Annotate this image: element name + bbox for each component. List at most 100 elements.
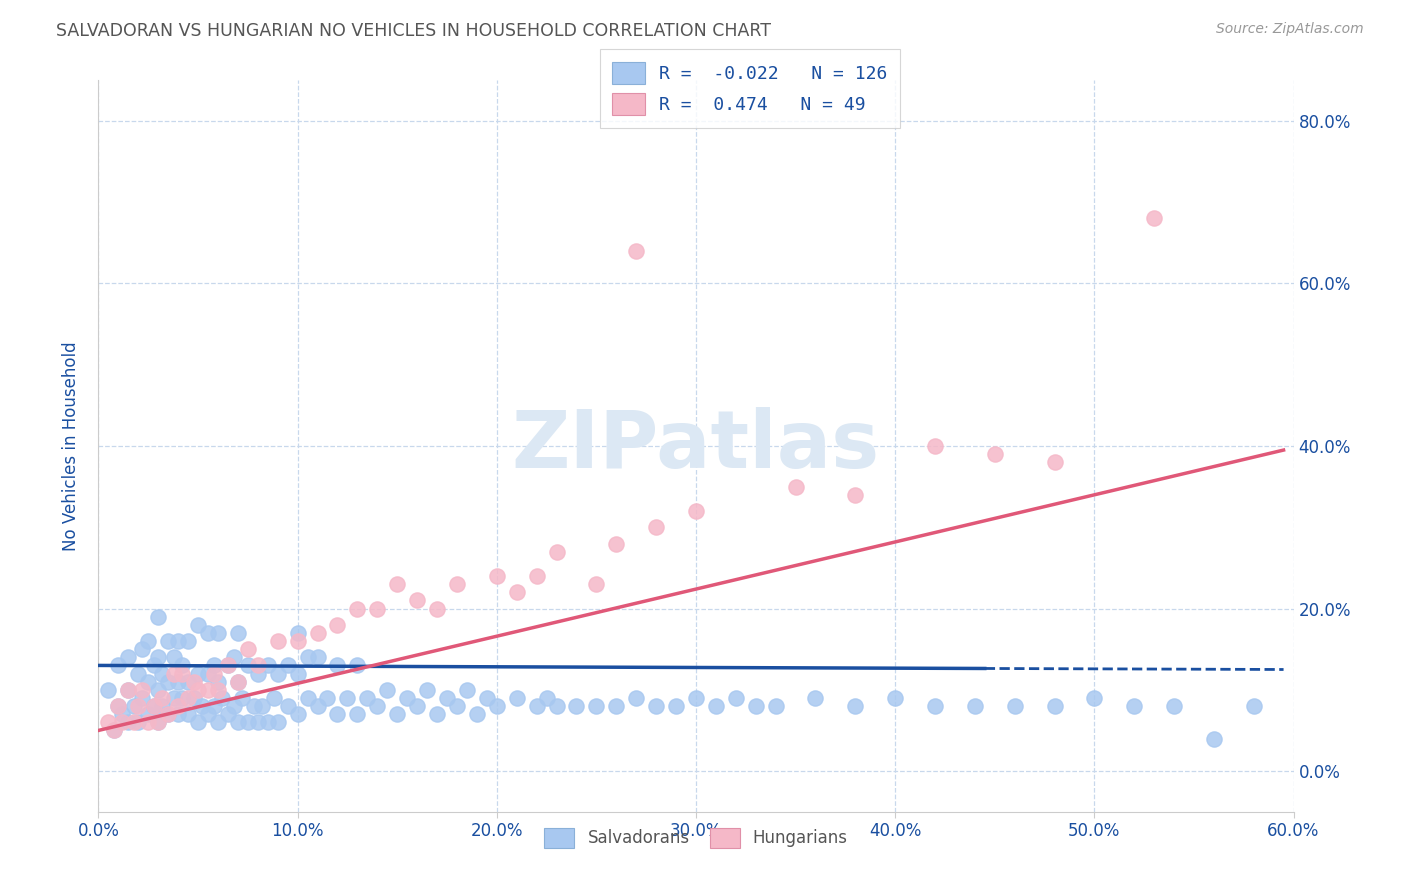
Point: [246, 666, 269, 681]
Point: [143, 699, 166, 714]
Point: [187, 666, 209, 681]
Point: [297, 690, 319, 705]
Point: [226, 715, 249, 730]
Point: [426, 707, 449, 722]
Point: [197, 626, 219, 640]
Point: [157, 707, 180, 722]
Legend: Salvadorans, Hungarians: Salvadorans, Hungarians: [537, 821, 855, 855]
Point: [97, 715, 120, 730]
Point: [585, 577, 607, 591]
Point: [963, 699, 986, 714]
Point: [148, 650, 170, 665]
Point: [626, 690, 648, 705]
Point: [645, 699, 668, 714]
Text: SALVADORAN VS HUNGARIAN NO VEHICLES IN HOUSEHOLD CORRELATION CHART: SALVADORAN VS HUNGARIAN NO VEHICLES IN H…: [56, 22, 772, 40]
Point: [183, 674, 205, 689]
Point: [267, 715, 290, 730]
Point: [202, 658, 225, 673]
Point: [148, 682, 170, 697]
Point: [127, 715, 149, 730]
Point: [177, 707, 200, 722]
Point: [148, 715, 170, 730]
Point: [287, 707, 309, 722]
Point: [207, 626, 229, 640]
Point: [1004, 699, 1026, 714]
Point: [167, 674, 190, 689]
Point: [1163, 699, 1185, 714]
Point: [506, 585, 529, 599]
Point: [136, 707, 159, 722]
Point: [436, 690, 458, 705]
Point: [685, 504, 707, 518]
Point: [111, 715, 134, 730]
Point: [346, 601, 368, 615]
Point: [148, 715, 170, 730]
Point: [1043, 455, 1066, 469]
Point: [217, 658, 239, 673]
Point: [250, 699, 273, 714]
Point: [626, 244, 648, 258]
Point: [127, 699, 149, 714]
Point: [226, 674, 249, 689]
Point: [485, 699, 508, 714]
Point: [117, 650, 139, 665]
Point: [167, 699, 190, 714]
Point: [226, 626, 249, 640]
Point: [150, 690, 173, 705]
Point: [346, 707, 368, 722]
Point: [236, 658, 259, 673]
Point: [246, 658, 269, 673]
Point: [416, 682, 439, 697]
Point: [172, 666, 194, 681]
Point: [297, 650, 319, 665]
Point: [172, 690, 194, 705]
Point: [1043, 699, 1066, 714]
Point: [107, 699, 129, 714]
Point: [222, 650, 245, 665]
Point: [267, 666, 290, 681]
Point: [585, 699, 607, 714]
Point: [107, 658, 129, 673]
Point: [136, 634, 159, 648]
Point: [924, 699, 946, 714]
Point: [202, 699, 225, 714]
Point: [704, 699, 727, 714]
Point: [131, 642, 153, 657]
Point: [326, 707, 349, 722]
Point: [546, 699, 568, 714]
Point: [167, 707, 190, 722]
Point: [124, 715, 146, 730]
Point: [143, 658, 166, 673]
Point: [605, 699, 627, 714]
Point: [546, 544, 568, 558]
Point: [226, 674, 249, 689]
Point: [136, 674, 159, 689]
Point: [446, 577, 468, 591]
Point: [131, 682, 153, 697]
Point: [103, 723, 125, 738]
Y-axis label: No Vehicles in Household: No Vehicles in Household: [62, 341, 80, 551]
Point: [665, 699, 688, 714]
Point: [356, 690, 378, 705]
Point: [150, 699, 173, 714]
Point: [157, 707, 180, 722]
Point: [326, 617, 349, 632]
Point: [231, 690, 253, 705]
Point: [236, 715, 259, 730]
Point: [207, 674, 229, 689]
Point: [236, 642, 259, 657]
Point: [103, 723, 125, 738]
Point: [565, 699, 588, 714]
Point: [475, 690, 498, 705]
Point: [191, 699, 214, 714]
Point: [287, 626, 309, 640]
Point: [685, 690, 707, 705]
Point: [396, 690, 419, 705]
Point: [207, 715, 229, 730]
Point: [187, 715, 209, 730]
Point: [1143, 211, 1166, 226]
Point: [136, 715, 159, 730]
Point: [765, 699, 787, 714]
Point: [177, 674, 200, 689]
Point: [148, 609, 170, 624]
